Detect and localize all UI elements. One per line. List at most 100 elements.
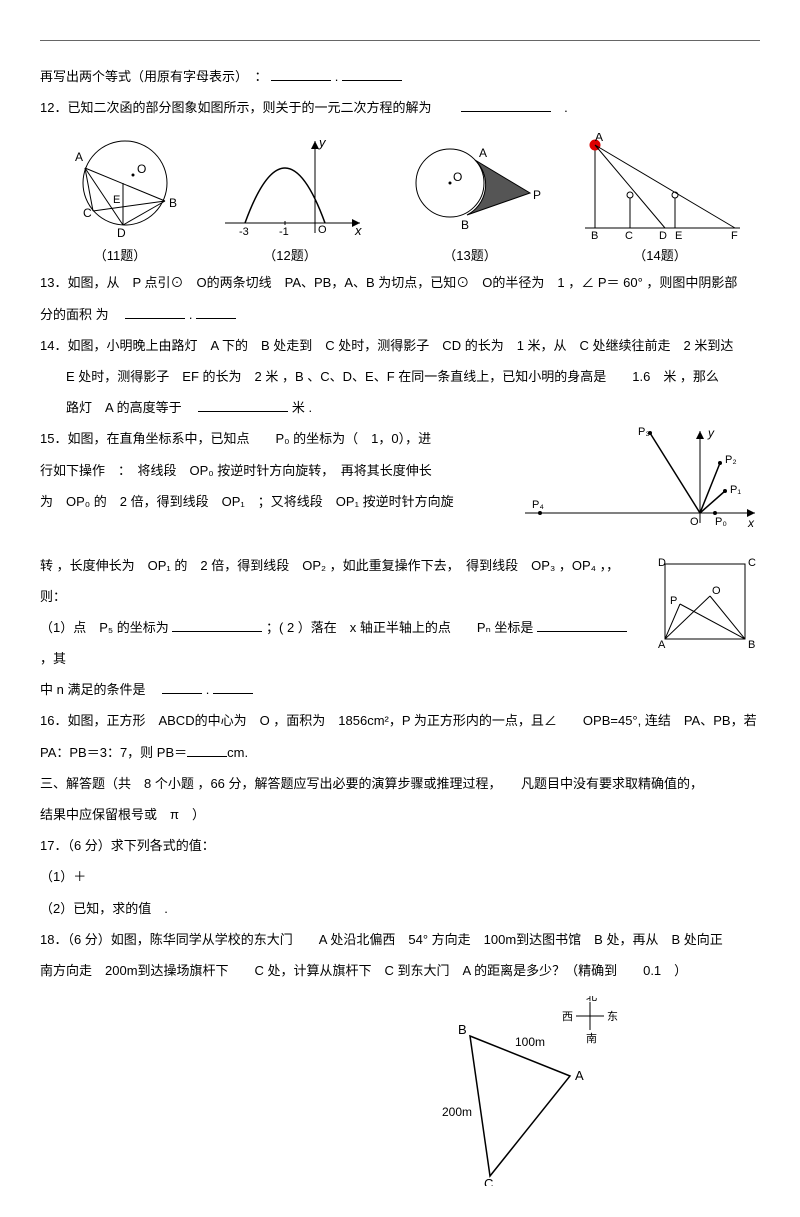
svg-text:D: D <box>659 230 667 242</box>
fig14-svg: A B C D E F <box>575 133 745 243</box>
fig18-svg: 北 西 东 南 B A C 100m 200m <box>420 996 640 1186</box>
blank-16 <box>187 743 227 757</box>
svg-text:D: D <box>117 226 126 240</box>
svg-text:P₀: P₀ <box>715 516 727 528</box>
fig16-svg: D C A B O P <box>650 554 760 654</box>
q16a: 16．如图，正方形 ABCD的中心为 O ，面积为 1856cm²，P 为正方形… <box>40 705 760 736</box>
q14c-unit: 米 . <box>292 400 312 415</box>
q17: 17．（6 分）求下列各式的值： <box>40 830 760 861</box>
fig14-cap: （14题） <box>575 249 745 262</box>
fig-11: A O B C D E （11题） <box>55 133 185 262</box>
svg-text:P: P <box>670 595 677 607</box>
q15e-c: ，其 <box>40 651 66 666</box>
svg-text:C: C <box>748 557 756 569</box>
svg-text:y: y <box>707 426 715 440</box>
q16b: PA：PB＝3：7，则 PB＝ cm. <box>40 737 760 768</box>
q17-1: （1）＋ <box>40 861 760 892</box>
svg-text:A: A <box>658 639 666 651</box>
svg-text:O: O <box>318 224 327 236</box>
blank-15-1 <box>172 618 262 632</box>
svg-text:C: C <box>484 1176 493 1186</box>
q12-text: 12．已知二次函的部分图象如图所示，则关于的一元二次方程的解为 <box>40 100 431 115</box>
svg-text:P: P <box>533 188 541 202</box>
svg-text:C: C <box>83 206 92 220</box>
svg-text:P₁: P₁ <box>730 484 741 496</box>
fig11-svg: A O B C D E <box>55 133 185 243</box>
svg-text:O: O <box>453 170 462 184</box>
figure-row: A O B C D E （11题） y x -3 -1 O （12题） <box>40 133 760 262</box>
svg-text:x: x <box>354 223 362 238</box>
period1: . <box>335 69 339 84</box>
blank-13 <box>125 305 185 319</box>
fig12-cap: （12题） <box>215 249 365 262</box>
q15f: 中 n 满足的条件是 . <box>40 674 760 705</box>
svg-text:B: B <box>458 1022 467 1037</box>
svg-text:B: B <box>748 639 755 651</box>
svg-text:D: D <box>658 557 666 569</box>
svg-text:-1: -1 <box>279 226 289 238</box>
period13: . <box>189 307 193 322</box>
fig15-svg: P₀ P₁ P₂ P₃ P₄ O x y <box>520 423 760 538</box>
svg-text:E: E <box>113 194 120 206</box>
blank-14 <box>198 398 288 412</box>
fig13-cap: （13题） <box>395 249 545 262</box>
fig-16: D C A B O P <box>650 554 760 665</box>
svg-text:P₄: P₄ <box>532 499 544 511</box>
q15f-text: 中 n 满足的条件是 <box>40 682 145 697</box>
q12: 12．已知二次函的部分图象如图所示，则关于的一元二次方程的解为 . <box>40 92 760 123</box>
q18a: 18．（6 分）如图，陈华同学从学校的东大门 A 处沿北偏西 54° 方向走 1… <box>40 924 760 955</box>
compass-e: 东 <box>607 1010 618 1023</box>
blank-12 <box>461 98 551 112</box>
q15e-a: （1）点 P₅ 的坐标为 <box>40 620 169 635</box>
svg-text:B: B <box>461 218 469 232</box>
blank-15-3a <box>162 680 202 694</box>
fig-14: A B C D E F （14题） <box>575 133 745 262</box>
q17-2: （2）已知，求的值 . <box>40 893 760 924</box>
blank-pre-1 <box>271 67 331 81</box>
svg-text:O: O <box>690 516 699 528</box>
fig12-svg: y x -3 -1 O <box>215 133 365 243</box>
q18b: 南方向走 200m到达操场旗杆下 C 处，计算从旗杆下 C 到东大门 A 的距离… <box>40 955 760 986</box>
blank-pre-2 <box>342 67 402 81</box>
sec3: 三、解答题（共 8 个小题 ，66 分，解答题应写出必要的演算步骤或推理过程， … <box>40 768 760 799</box>
svg-text:100m: 100m <box>515 1035 545 1049</box>
q13b: 分的面积 为 . <box>40 299 760 330</box>
q16b-b: cm. <box>227 745 248 760</box>
svg-text:E: E <box>675 230 682 242</box>
svg-text:O: O <box>712 585 721 597</box>
svg-text:O: O <box>137 162 146 176</box>
q13a: 13．如图，从 P 点引⊙ O的两条切线 PA、PB，A、B 为切点，已知⊙ O… <box>40 267 760 298</box>
compass-s: 南 <box>586 1032 597 1045</box>
svg-text:A: A <box>595 133 603 144</box>
fig-13: O A B P （13题） <box>395 133 545 262</box>
q14c-text: 路灯 A 的高度等于 <box>66 400 182 415</box>
q14c: 路灯 A 的高度等于 米 . <box>40 392 760 423</box>
q13b-text: 分的面积 为 <box>40 307 109 322</box>
fig13-svg: O A B P <box>395 133 545 243</box>
top-rule <box>40 40 760 41</box>
svg-text:F: F <box>731 230 738 242</box>
q15e-b: ；( 2 ）落在 x 轴正半轴上的点 Pₙ 坐标是 <box>266 620 533 635</box>
svg-text:200m: 200m <box>442 1105 472 1119</box>
blank-15-3b <box>213 680 253 694</box>
svg-text:P₃: P₃ <box>638 426 650 438</box>
sec3b: 结果中应保留根号或 π ） <box>40 799 760 830</box>
q16b-a: PA：PB＝3：7，则 PB＝ <box>40 745 187 760</box>
svg-text:B: B <box>591 230 598 242</box>
svg-text:y: y <box>318 135 327 150</box>
svg-text:x: x <box>747 516 755 530</box>
pre-text: 再写出两个等式（用原有字母表示） ： <box>40 69 268 84</box>
compass-n: 北 <box>586 996 597 1003</box>
blank-13b <box>196 305 236 319</box>
fig-18: 北 西 东 南 B A C 100m 200m <box>40 996 760 1197</box>
svg-text:-3: -3 <box>239 226 249 238</box>
svg-text:A: A <box>75 150 83 164</box>
q14a: 14．如图，小明晚上由路灯 A 下的 B 处走到 C 处时，测得影子 CD 的长… <box>40 330 760 361</box>
blank-15-2 <box>537 618 627 632</box>
q14b: E 处时，测得影子 EF 的长为 2 米 ，B 、C、D、E、F 在同一条直线上… <box>40 361 760 392</box>
svg-text:A: A <box>479 146 487 160</box>
svg-text:A: A <box>575 1068 584 1083</box>
fig-15: P₀ P₁ P₂ P₃ P₄ O x y <box>520 423 760 549</box>
fig11-cap: （11题） <box>55 249 185 262</box>
svg-text:C: C <box>625 230 633 242</box>
